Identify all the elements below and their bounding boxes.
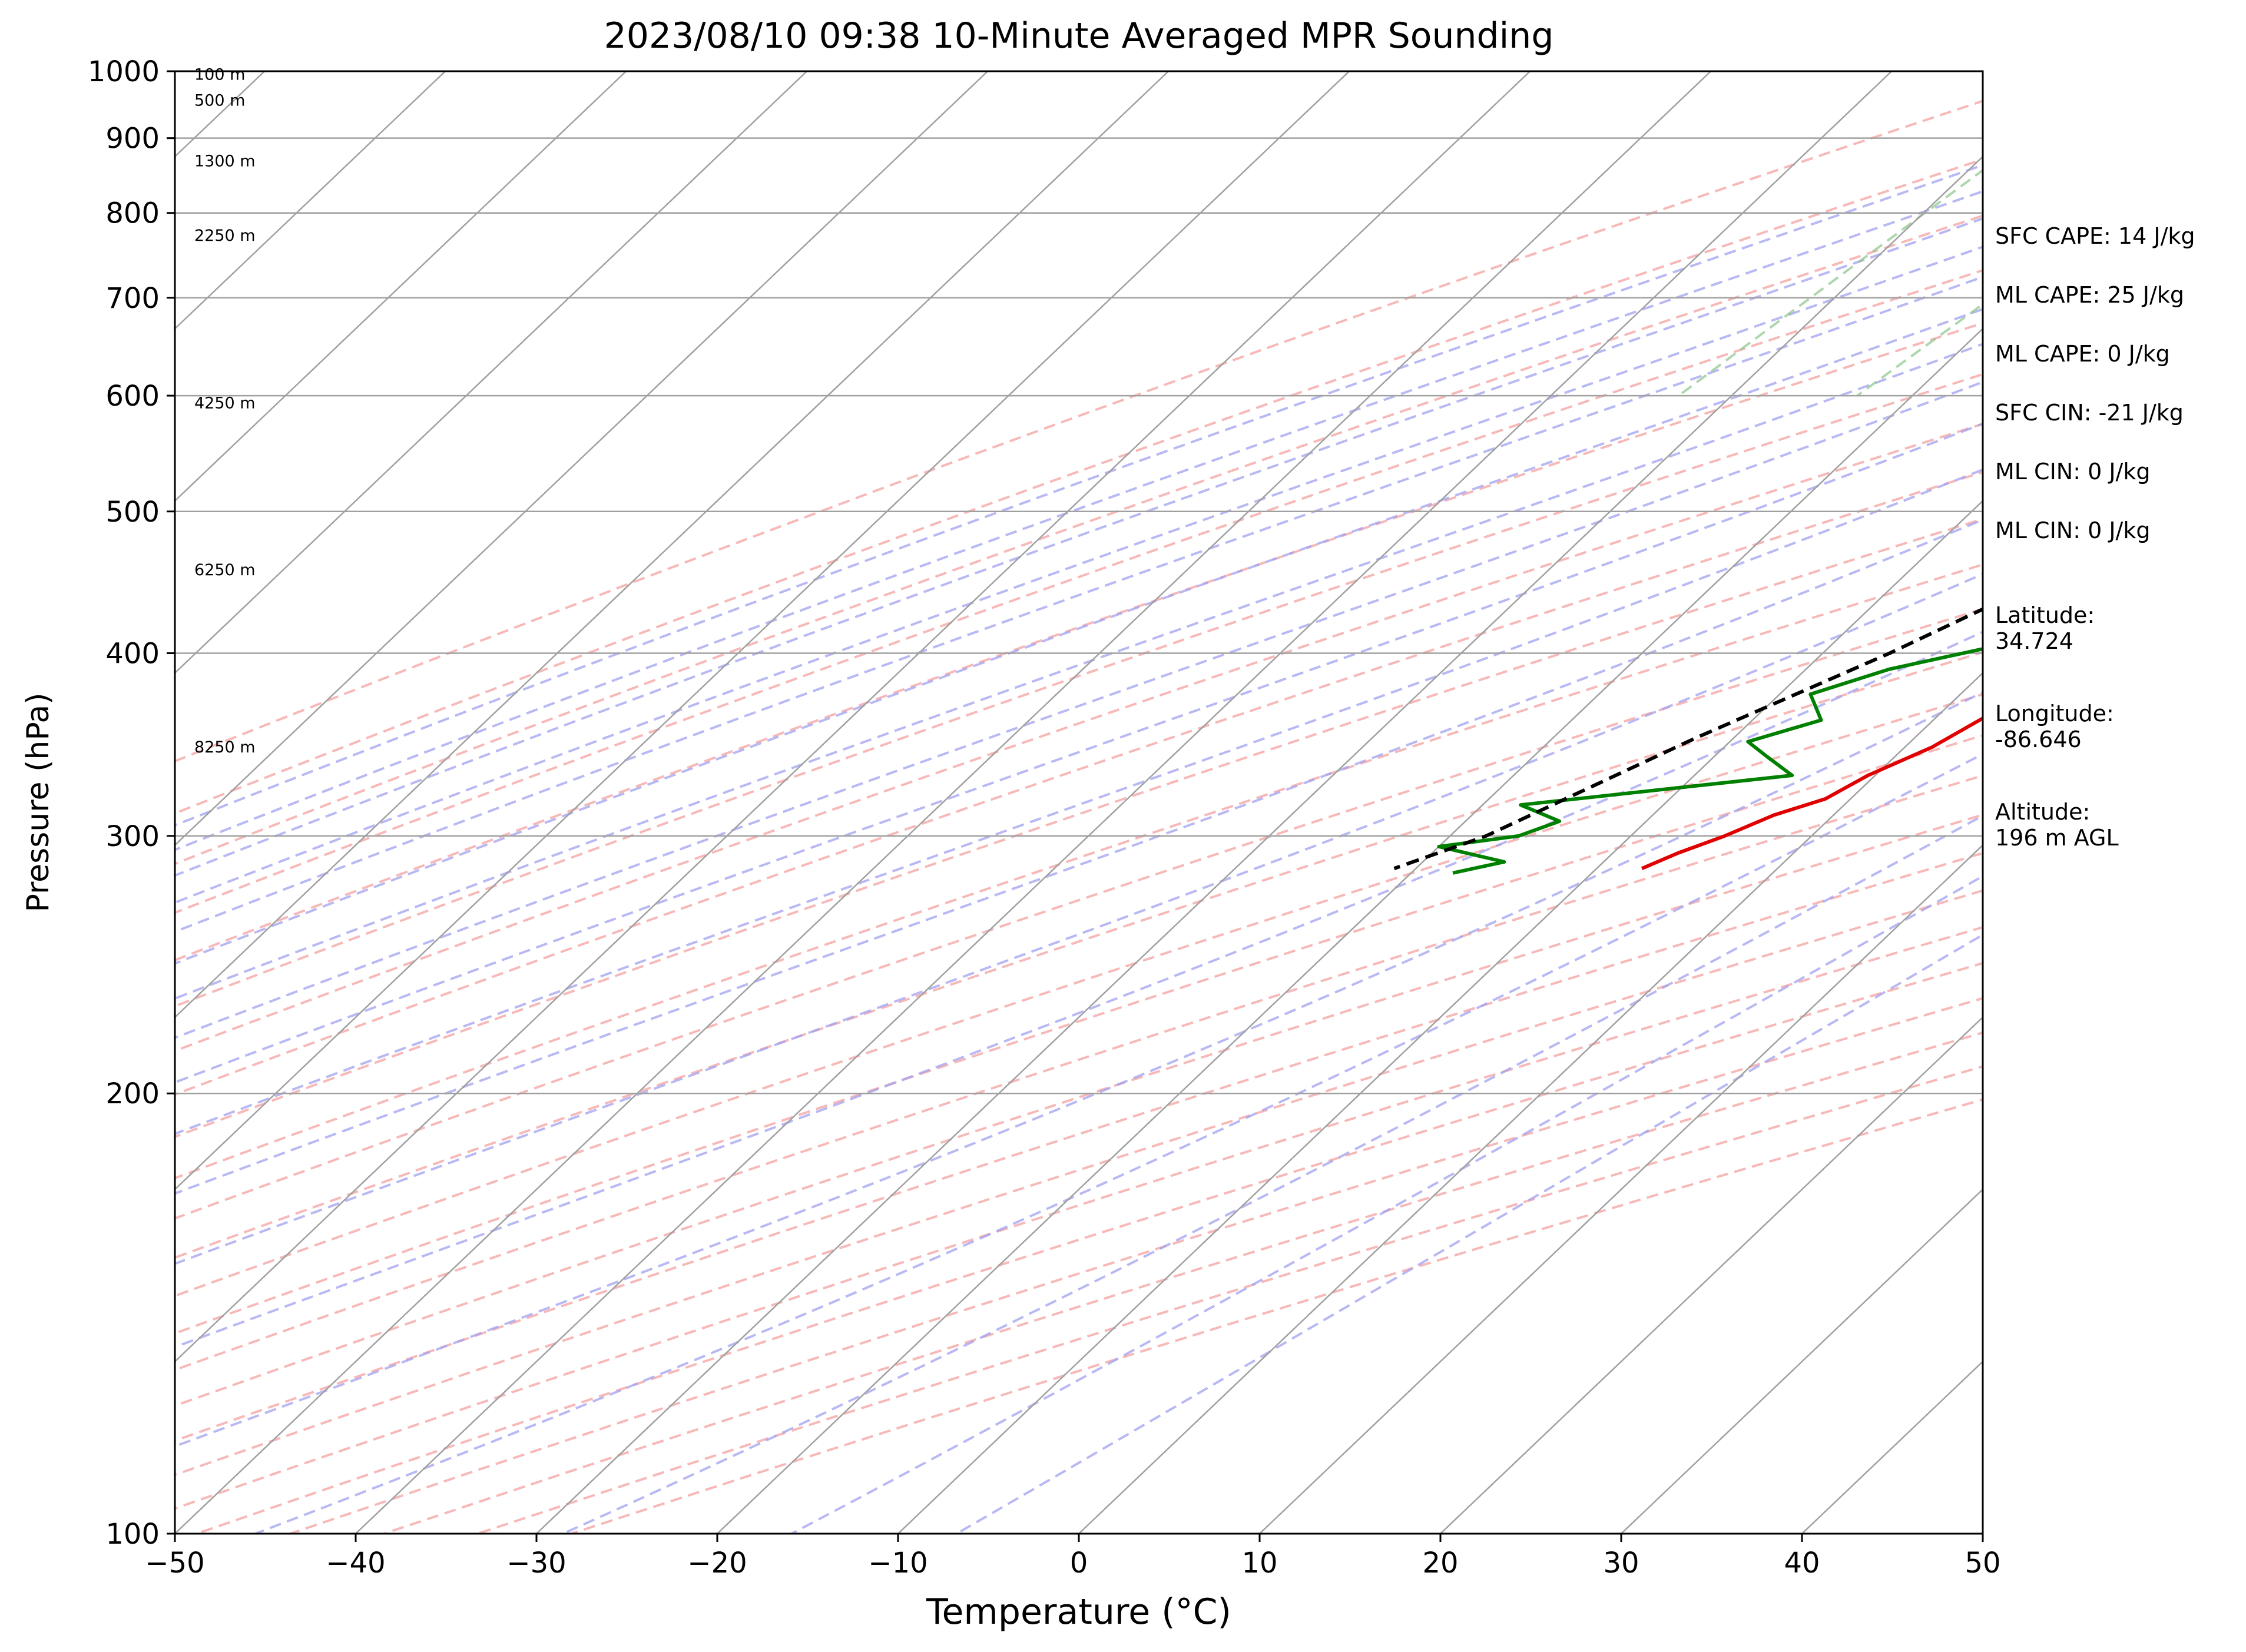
isotherm-line <box>536 155 1983 1534</box>
height-label: 100 m <box>194 65 245 84</box>
y-axis-label: Pressure (hPa) <box>21 693 56 913</box>
y-tick-label: 600 <box>105 380 160 413</box>
stat-text: ML CIN: 0 J/kg <box>1995 459 2150 485</box>
location-label: Altitude: <box>1995 799 2090 825</box>
parcel-line <box>1393 607 1983 871</box>
isotherm-line <box>175 71 627 502</box>
moist-adiabat <box>175 631 1983 1349</box>
y-tick-label: 300 <box>105 820 160 853</box>
height-labels: 8250 m 6250 m 4250 m 2250 m 1300 m 500 m 100 m <box>194 65 256 757</box>
dry-adiabat <box>175 321 1983 961</box>
x-tick-label: 30 <box>1603 1547 1639 1580</box>
dry-adiabat <box>175 470 1983 1096</box>
isotherm-line <box>355 71 1893 1534</box>
y-tick-label: 200 <box>105 1077 160 1110</box>
x-tick-label: 10 <box>1241 1547 1277 1580</box>
moist-adiabat <box>175 164 1983 827</box>
isotherm-line <box>1621 1188 1983 1534</box>
background-lines <box>175 71 1983 1534</box>
mixing-ratio-line <box>1856 303 1983 397</box>
isotherm-line <box>1078 672 1983 1534</box>
moist-adiabat <box>175 422 1983 1084</box>
stat-text: SFC CAPE: 14 J/kg <box>1995 223 2195 249</box>
height-label: 2250 m <box>194 227 256 245</box>
stat-text: ML CIN: 0 J/kg <box>1995 518 2150 543</box>
y-tick-label: 500 <box>105 496 160 529</box>
location-label: Longitude: <box>1995 701 2114 727</box>
height-label: 6250 m <box>194 561 256 579</box>
stat-text: ML CAPE: 0 J/kg <box>1995 341 2170 367</box>
dewpoint-line <box>1437 647 1983 875</box>
x-tick-label: −30 <box>506 1547 566 1580</box>
moist-adiabat <box>175 276 1983 933</box>
dry-adiabat <box>175 851 1983 1442</box>
y-tick-label: 100 <box>105 1518 160 1551</box>
height-label: 500 m <box>194 92 245 110</box>
isotherm-line <box>175 71 989 847</box>
dry-adiabat <box>175 99 1983 763</box>
dry-adiabat <box>175 373 1983 1008</box>
x-tick-label: 40 <box>1784 1547 1820 1580</box>
isotherm-line <box>1440 1016 1983 1534</box>
x-tick-label: −50 <box>145 1547 204 1580</box>
isotherm-line <box>175 71 1531 1363</box>
x-tick-label: −40 <box>326 1547 385 1580</box>
isotherm-line <box>175 71 1350 1190</box>
location-value: 196 m AGL <box>1995 825 2119 851</box>
dry-adiabat <box>175 158 1983 815</box>
y-tick-label: 1000 <box>88 55 160 88</box>
moist-adiabat <box>791 874 1983 1534</box>
moist-adiabat <box>956 933 1983 1534</box>
moist-adiabat <box>562 814 1983 1534</box>
isotherm-line <box>717 327 1983 1534</box>
location-value: 34.724 <box>1995 628 2073 654</box>
moist-adiabat <box>175 691 1983 1448</box>
height-label: 4250 m <box>194 394 256 413</box>
x-tick-label: −20 <box>687 1547 747 1580</box>
isotherm-line <box>175 71 1712 1534</box>
x-tick-label: 0 <box>1070 1547 1088 1580</box>
y-tick-label: 400 <box>105 637 160 670</box>
dry-adiabat <box>175 214 1983 865</box>
height-label: 8250 m <box>194 738 256 757</box>
location-label: Latitude: <box>1995 602 2095 628</box>
side-panel: SFC CAPE: 14 J/kg ML CAPE: 25 J/kg ML CAPE… <box>1995 223 2195 851</box>
isotherm-line <box>175 71 808 674</box>
moist-adiabat <box>175 307 1983 965</box>
isotherm-line <box>175 71 446 330</box>
x-axis-label: Temperature (°C) <box>926 1591 1231 1633</box>
moist-adiabat <box>175 343 1983 1000</box>
location-value: -86.646 <box>1995 727 2082 752</box>
y-tick-label: 800 <box>105 197 160 230</box>
dry-adiabat <box>175 693 1983 1298</box>
stat-text: ML CAPE: 25 J/kg <box>1995 282 2184 308</box>
dry-adiabat <box>175 422 1983 1053</box>
data-series <box>1393 607 1983 875</box>
y-tick-label: 700 <box>105 282 160 315</box>
x-tick-label: 50 <box>1965 1547 2000 1580</box>
dry-adiabat <box>175 734 1983 1335</box>
axis-ticks: −50 −40 −30 −20 −10 0 10 20 30 40 50 1000 900 800 700 6… <box>88 55 2001 1580</box>
chart-title: 2023/08/10 09:38 10-Minute Averaged MPR … <box>604 15 1554 57</box>
isotherm-line <box>1259 844 1983 1534</box>
dry-adiabat <box>175 813 1983 1407</box>
x-tick-label: 20 <box>1422 1547 1458 1580</box>
y-tick-label: 900 <box>105 122 160 155</box>
dry-adiabat <box>175 774 1983 1371</box>
x-tick-label: −10 <box>868 1547 927 1580</box>
height-label: 1300 m <box>194 152 256 171</box>
isotherm-line <box>897 499 1983 1534</box>
moist-adiabat <box>175 246 1983 904</box>
isotherm-line <box>175 71 1170 1019</box>
stat-text: SFC CIN: -21 J/kg <box>1995 400 2184 426</box>
dry-adiabat <box>175 268 1983 914</box>
moist-adiabat <box>254 752 1983 1534</box>
